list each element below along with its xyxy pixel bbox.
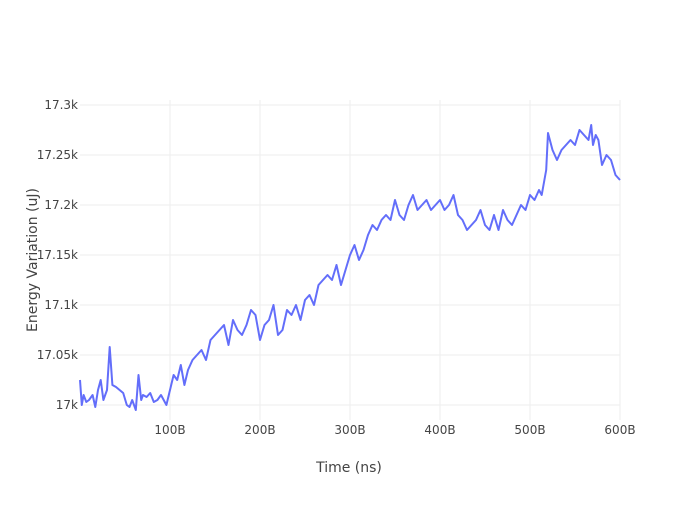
x-axis-title: Time (ns) [315,460,382,476]
x-tick-label: 500B [514,423,545,437]
x-tick-label: 400B [424,423,455,437]
x-tick-label: 100B [154,423,185,437]
series-layer[interactable] [79,124,621,411]
x-tick-label: 300B [334,423,365,437]
x-tick-label: 600B [604,423,635,437]
x-axis-tick-labels: 100B 200B 300B 400B 500B 600B [154,423,635,437]
series-line[interactable] [79,124,621,411]
y-tick-label: 17.05k [37,348,78,362]
y-tick-label: 17.3k [44,98,78,112]
y-tick-label: 17.25k [37,148,78,162]
x-tick-label: 200B [244,423,275,437]
x-gridlines [169,100,621,420]
y-tick-label: 17k [56,398,78,412]
y-tick-label: 17.1k [44,298,78,312]
y-tick-label: 17.2k [44,198,78,212]
y-axis-tick-labels: 17k 17.05k 17.1k 17.15k 17.2k 17.25k 17.3k [37,98,78,412]
y-axis-title: Energy Variation (uJ) [25,188,41,332]
y-tick-label: 17.15k [37,248,78,262]
